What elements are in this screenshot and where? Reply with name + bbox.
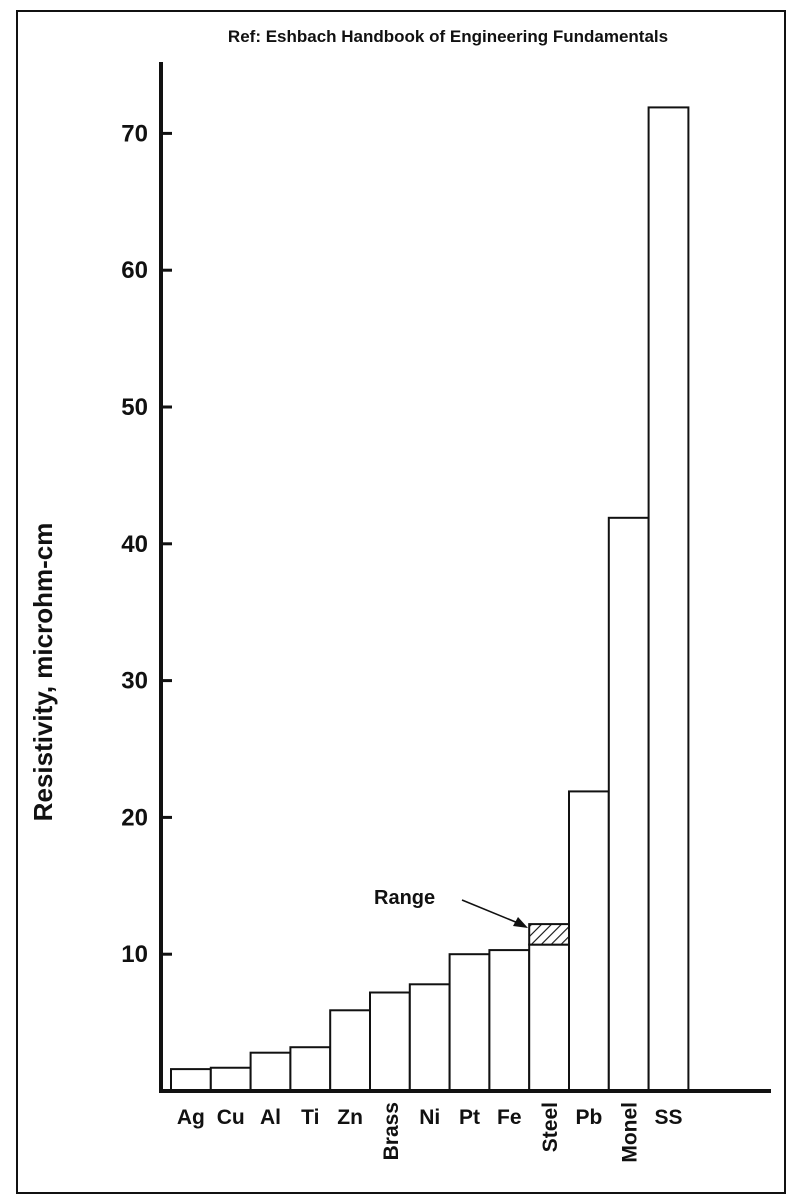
x-tick-label: Pb: [575, 1106, 602, 1129]
range-label: Range: [374, 887, 435, 909]
bar-zn: [329, 1009, 372, 1093]
x-tick-label: Fe: [497, 1106, 522, 1129]
bar-fe: [488, 949, 531, 1093]
x-tick-label: Cu: [217, 1106, 245, 1129]
bar-brass: [369, 991, 411, 1093]
x-tick-label: Pt: [459, 1106, 480, 1129]
bar-ti: [289, 1046, 332, 1092]
range-arrow-line: [461, 899, 519, 924]
bar-al: [249, 1051, 292, 1093]
y-tick-label: 40: [121, 531, 148, 558]
range-annotation: Range: [374, 887, 528, 928]
x-tick-label: Monel: [619, 1102, 642, 1163]
y-axis-label: Resistivity, microhm-cm: [28, 523, 58, 822]
bars: [170, 106, 690, 1093]
x-tick-label: Zn: [337, 1106, 363, 1129]
x-tick-label: Brass: [380, 1102, 403, 1160]
bar-ni: [408, 983, 451, 1093]
x-tick-label: Ti: [301, 1106, 319, 1129]
x-tick-label: Ag: [177, 1106, 205, 1129]
bar-ss: [647, 106, 690, 1092]
y-axis: 10 20 30 40 50 60 70: [121, 120, 172, 968]
y-tick-label: 50: [121, 394, 148, 421]
x-tick-label: Ni: [419, 1106, 440, 1129]
y-tick-label: 20: [121, 804, 148, 831]
chart-frame: [16, 10, 786, 1194]
reference-note: Ref: Eshbach Handbook of Engineering Fun…: [228, 27, 668, 46]
bar-pb: [568, 790, 610, 1093]
bar-steel: [528, 943, 571, 1093]
y-tick-label: 30: [121, 668, 148, 695]
range-hatch: [528, 923, 571, 946]
y-tick-label: 60: [121, 257, 148, 284]
bar-ag: [170, 1068, 212, 1093]
range-arrow-head: [513, 917, 528, 928]
y-tick-label: 70: [121, 120, 148, 147]
bar-cu: [209, 1066, 252, 1093]
bar-monel: [607, 516, 650, 1092]
x-tick-label: Steel: [539, 1102, 562, 1152]
x-axis-labels: Ag Cu Al Ti Zn Brass Ni Pt Fe Steel Pb Monel SS: [177, 1102, 683, 1163]
bar-pt: [448, 953, 491, 1093]
x-tick-label: Al: [260, 1106, 281, 1129]
x-tick-label: SS: [654, 1106, 682, 1129]
y-tick-label: 10: [121, 941, 148, 968]
